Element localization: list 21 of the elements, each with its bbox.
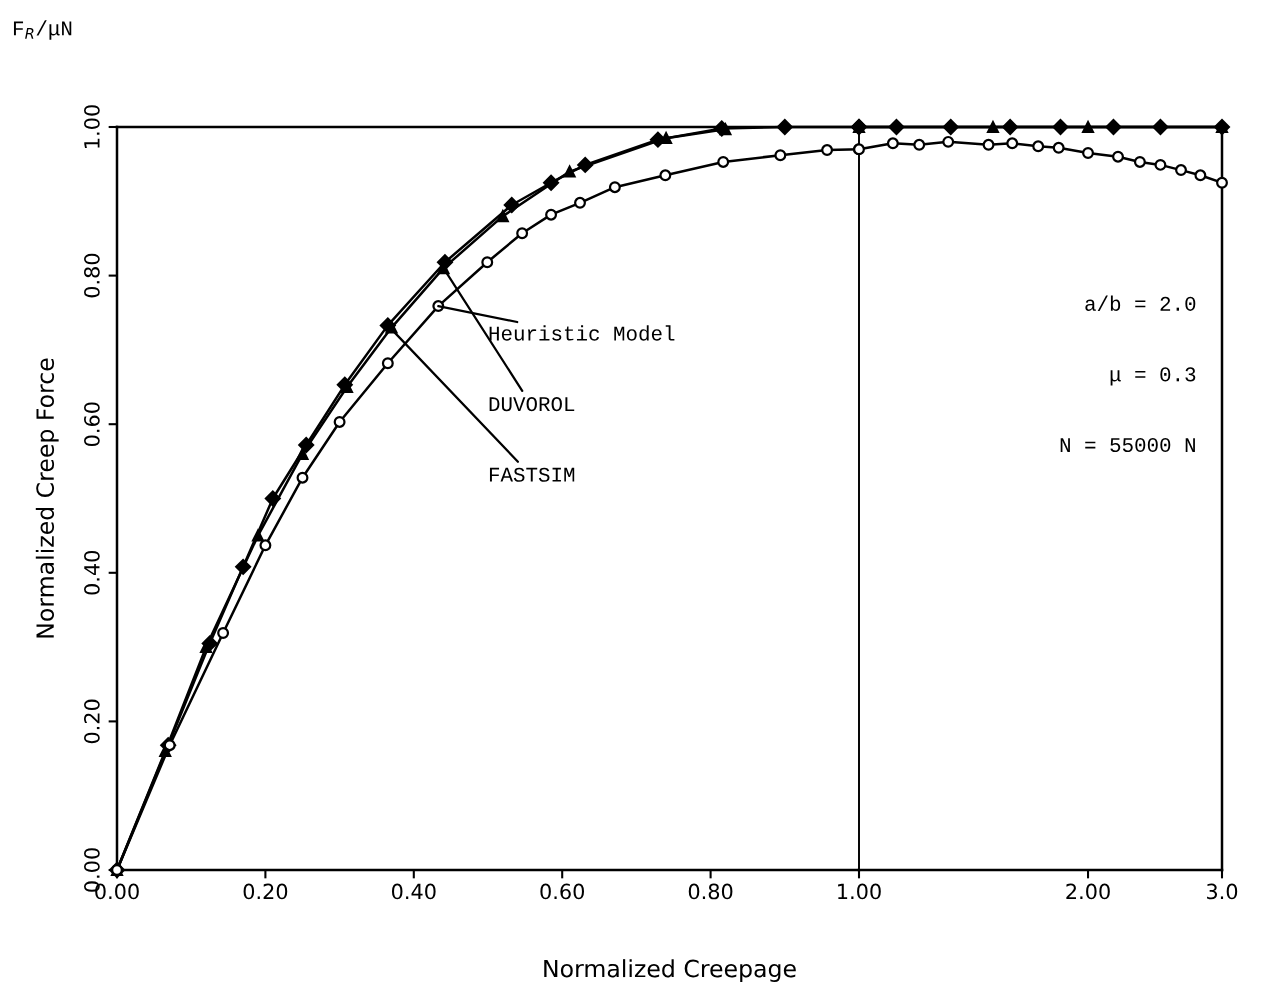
annotation: a/b = 2.0	[1085, 295, 1196, 311]
x-tick-label: 3.0	[1207, 883, 1238, 900]
x-tick-label: 0.40	[391, 883, 436, 900]
x-tick-label: 2.00	[1066, 883, 1110, 900]
x-tick-label: 0.60	[540, 883, 585, 900]
text: F$_{R}$/μN	[13, 20, 72, 40]
annotation: N = 55000 N	[1060, 437, 1195, 453]
x-tick-label: 0.20	[243, 883, 288, 900]
y-tick-label: 0.20	[84, 699, 100, 744]
annotation: FASTSIM	[489, 467, 575, 482]
annotation: Heuristic Model	[489, 325, 675, 341]
x-tick-label: 0.80	[688, 883, 733, 900]
x-tick-label: 1.00	[838, 883, 881, 900]
y-tick-label: 1.00	[84, 105, 100, 148]
y-tick-label: 0.40	[84, 550, 100, 595]
y-tick-label: 0.80	[84, 253, 100, 298]
y-tick-label: 0.60	[84, 402, 100, 447]
annotation: μ = 0.3	[1110, 367, 1196, 386]
x-axis-title: Normalized Creepage	[544, 959, 796, 983]
annotation: DUVOROL	[489, 397, 575, 412]
y-axis-title: Normalized Creep Force	[35, 358, 59, 638]
